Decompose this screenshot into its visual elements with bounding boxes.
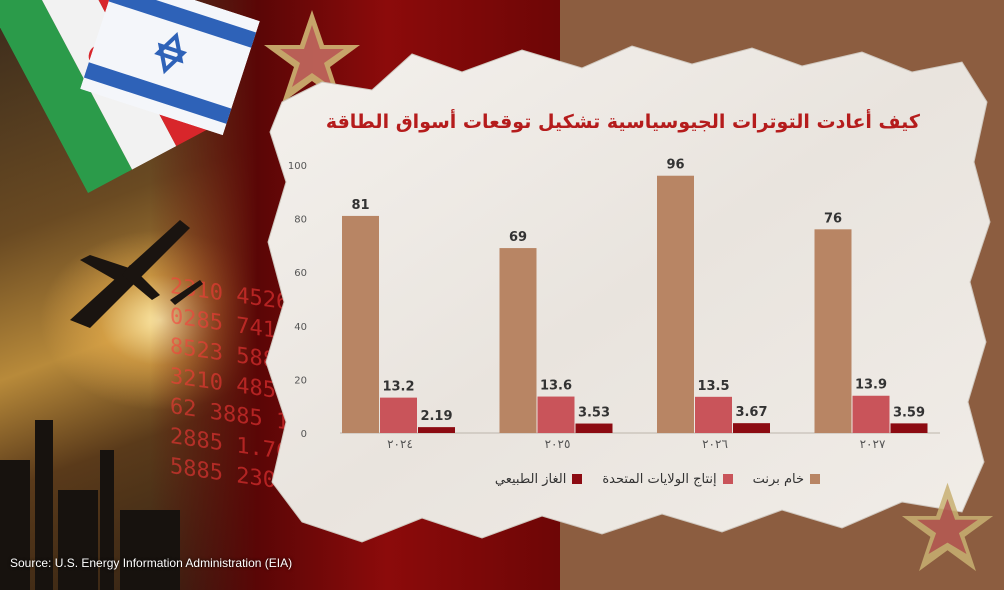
fighter-jet-icon	[70, 220, 203, 328]
bar-natural-gas	[575, 423, 613, 433]
bar-us-production	[695, 396, 732, 433]
bar-brent	[342, 215, 379, 433]
bar-us-production	[380, 397, 417, 433]
israel-flag-icon	[80, 0, 260, 136]
data-label: 96	[666, 158, 684, 173]
data-label: 3.53	[578, 406, 610, 421]
star-decoration-icon	[901, 482, 994, 572]
legend-swatch-us-production	[722, 474, 733, 484]
bar-brent	[814, 229, 852, 433]
source-note: Source: U.S. Energy Information Administ…	[10, 556, 293, 570]
chart-title: كيف أعادت التوترات الجيوسياسية تشكيل توق…	[325, 111, 920, 133]
x-category-label: ٢٠٢٧	[860, 437, 886, 450]
bar-us-production	[852, 395, 890, 433]
y-tick-label: 20	[294, 375, 307, 386]
y-tick-label: 0	[301, 429, 307, 440]
bar-brent	[499, 248, 537, 433]
bar-chart: 0 20 40 60 80 100 81 13.2 2.19 ٢٠٢٤ 69 13.6 3.53 ٢٠٢٥…	[288, 158, 940, 450]
torn-paper-panel	[265, 45, 991, 543]
y-tick-label: 60	[294, 268, 307, 279]
data-label: 76	[824, 211, 842, 226]
legend-swatch-brent	[810, 474, 820, 484]
legend-item-natural-gas: الغاز الطبيعي	[494, 471, 583, 487]
legend-item-brent: خام برنت	[753, 472, 820, 487]
x-category-label: ٢٠٢٦	[702, 437, 728, 450]
city-skyline-icon	[0, 420, 180, 590]
x-category-label: ٢٠٢٥	[545, 437, 571, 450]
data-label: 13.2	[382, 380, 414, 395]
y-tick-label: 40	[294, 322, 307, 333]
bar-brent	[657, 175, 694, 433]
y-tick-label: 80	[294, 215, 307, 226]
bar-natural-gas	[890, 423, 928, 433]
data-label: 69	[509, 230, 527, 245]
legend-label-natural-gas: الغاز الطبيعي	[494, 471, 567, 487]
bar-natural-gas	[418, 427, 455, 433]
legend-item-us-production: إنتاج الولايات المتحدة	[602, 471, 733, 487]
y-tick-label: 100	[288, 161, 307, 172]
legend-swatch-natural-gas	[572, 474, 583, 484]
x-category-label: ٢٠٢٤	[387, 437, 413, 450]
data-label: 3.59	[893, 405, 925, 420]
bar-natural-gas	[733, 423, 770, 433]
data-label: 13.9	[855, 378, 887, 393]
star-decoration-icon	[264, 10, 360, 103]
bar-us-production	[537, 396, 575, 433]
legend-label-us-production: إنتاج الولايات المتحدة	[602, 471, 717, 487]
data-label: 81	[351, 198, 369, 213]
legend-label-brent: خام برنت	[752, 471, 804, 487]
data-label: 13.5	[697, 379, 729, 394]
chart-legend: خام برنت إنتاج الولايات المتحدة الغاز ال…	[460, 468, 820, 490]
data-label: 13.6	[540, 379, 572, 394]
data-label: 3.67	[735, 405, 767, 420]
data-label: 2.19	[420, 409, 452, 424]
